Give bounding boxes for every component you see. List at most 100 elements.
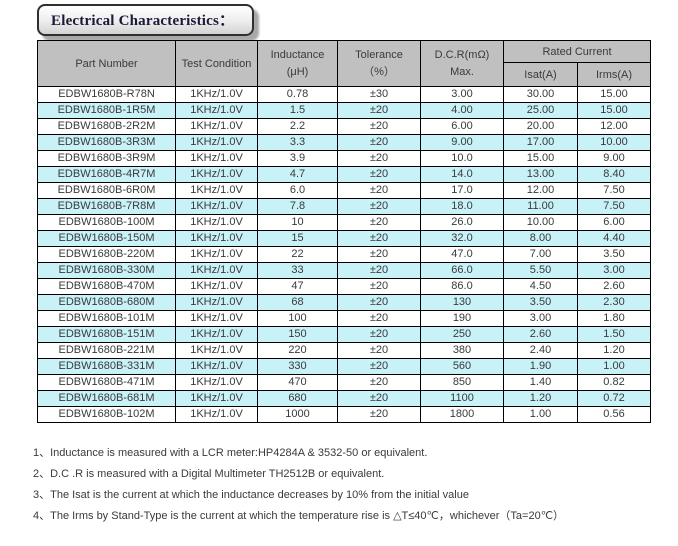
table-cell: 25.00: [503, 102, 578, 119]
table-cell: 2.2: [257, 118, 338, 135]
notes-section: 1、Inductance is measured with a LCR mete…: [33, 443, 673, 527]
table-row: EDBW1680B-1R5M 1KHz/1.0V 1.5 ±20 4.00 25.00 15…: [37, 102, 651, 119]
header-tolerance: Tolerance （%）: [337, 40, 421, 87]
table-cell: 30.00: [503, 86, 578, 103]
table-cell: 5.50: [503, 262, 578, 279]
table-cell: EDBW1680B-6R0M: [37, 182, 176, 199]
table-cell: EDBW1680B-680M: [37, 294, 176, 311]
table-cell: 13.00: [503, 166, 578, 183]
table-cell: 1KHz/1.0V: [175, 166, 258, 183]
table-cell: ±20: [337, 214, 421, 231]
table-cell: 14.0: [420, 166, 504, 183]
table-cell: 1000: [257, 406, 338, 423]
table-cell: 15.00: [577, 102, 651, 119]
table-cell: 1.90: [503, 358, 578, 375]
table-cell: 1KHz/1.0V: [175, 310, 258, 327]
table-cell: ±20: [337, 246, 421, 263]
note-1: 1、Inductance is measured with a LCR mete…: [33, 447, 428, 459]
table-cell: 17.0: [420, 182, 504, 199]
table-cell: 2.60: [503, 326, 578, 343]
table-row: EDBW1680B-680M 1KHz/1.0V 68 ±20 130 3.50 2.30: [37, 294, 651, 311]
table-header: Part Number Test Condition Inductance (μ…: [37, 40, 651, 87]
table-cell: 9.00: [420, 134, 504, 151]
table-cell: 1KHz/1.0V: [175, 278, 258, 295]
table-cell: 1KHz/1.0V: [175, 390, 258, 407]
table-cell: ±20: [337, 406, 421, 423]
table-cell: 1KHz/1.0V: [175, 342, 258, 359]
table-cell: 3.9: [257, 150, 338, 167]
table-cell: ±20: [337, 390, 421, 407]
table-cell: EDBW1680B-102M: [37, 406, 176, 423]
table-cell: EDBW1680B-101M: [37, 310, 176, 327]
table-cell: EDBW1680B-681M: [37, 390, 176, 407]
table-row: EDBW1680B-3R3M 1KHz/1.0V 3.3 ±20 9.00 17.00 10…: [37, 134, 651, 151]
table-cell: ±30: [337, 86, 421, 103]
table-cell: 1.50: [577, 326, 651, 343]
table-row: EDBW1680B-681M 1KHz/1.0V 680 ±20 1100 1.20 0.7…: [37, 390, 651, 407]
note-4: 4、The Irms by Stand-Type is the current …: [33, 510, 565, 522]
table-row: EDBW1680B-331M 1KHz/1.0V 330 ±20 560 1.90 1.00: [37, 358, 651, 375]
table-row: EDBW1680B-471M 1KHz/1.0V 470 ±20 850 1.40 0.82: [37, 374, 651, 391]
table-cell: 0.78: [257, 86, 338, 103]
header-dcr: D.C.R(mΩ) Max.: [420, 40, 504, 87]
table-cell: EDBW1680B-331M: [37, 358, 176, 375]
table-cell: 10.0: [420, 150, 504, 167]
table-cell: 10: [257, 214, 338, 231]
table-cell: 470: [257, 374, 338, 391]
table-row: EDBW1680B-3R9M 1KHz/1.0V 3.9 ±20 10.0 15.00 9.…: [37, 150, 651, 167]
table-cell: EDBW1680B-220M: [37, 246, 176, 263]
table-cell: ±20: [337, 230, 421, 247]
table-cell: 12.00: [503, 182, 578, 199]
table-cell: 86.0: [420, 278, 504, 295]
table-cell: 10.00: [577, 134, 651, 151]
table-cell: ±20: [337, 198, 421, 215]
table-cell: 150: [257, 326, 338, 343]
table-cell: 1KHz/1.0V: [175, 406, 258, 423]
table-cell: 7.50: [577, 198, 651, 215]
table-row: EDBW1680B-101M 1KHz/1.0V 100 ±20 190 3.00 1.80: [37, 310, 651, 327]
table-cell: 47: [257, 278, 338, 295]
note-2: 2、D.C .R is measured with a Digital Mult…: [33, 468, 385, 480]
table-cell: 7.50: [577, 182, 651, 199]
table-cell: 20.00: [503, 118, 578, 135]
table-cell: 190: [420, 310, 504, 327]
table-row: EDBW1680B-100M 1KHz/1.0V 10 ±20 26.0 10.00 6.0…: [37, 214, 651, 231]
table-cell: ±20: [337, 118, 421, 135]
table-cell: ±20: [337, 102, 421, 119]
table-cell: 1KHz/1.0V: [175, 230, 258, 247]
table-cell: 0.56: [577, 406, 651, 423]
table-cell: 0.82: [577, 374, 651, 391]
table-cell: ±20: [337, 374, 421, 391]
table-cell: ±20: [337, 150, 421, 167]
table-cell: 3.50: [503, 294, 578, 311]
table-cell: EDBW1680B-471M: [37, 374, 176, 391]
table-cell: 6.00: [577, 214, 651, 231]
table-cell: EDBW1680B-100M: [37, 214, 176, 231]
table-cell: 1.40: [503, 374, 578, 391]
table-cell: 1.80: [577, 310, 651, 327]
table-cell: 12.00: [577, 118, 651, 135]
table-cell: 2.30: [577, 294, 651, 311]
table-cell: 68: [257, 294, 338, 311]
table-row: EDBW1680B-4R7M 1KHz/1.0V 4.7 ±20 14.0 13.00 8.…: [37, 166, 651, 183]
note-3: 3、The Isat is the current at which the i…: [33, 489, 469, 501]
table-cell: 32.0: [420, 230, 504, 247]
table-cell: 4.00: [420, 102, 504, 119]
table-cell: 1.5: [257, 102, 338, 119]
table-cell: ±20: [337, 182, 421, 199]
table-cell: 0.72: [577, 390, 651, 407]
table-cell: 33: [257, 262, 338, 279]
table-cell: ±20: [337, 262, 421, 279]
table-row: EDBW1680B-7R8M 1KHz/1.0V 7.8 ±20 18.0 11.00 7.…: [37, 198, 651, 215]
table-cell: 250: [420, 326, 504, 343]
table-cell: 4.50: [503, 278, 578, 295]
table-cell: 130: [420, 294, 504, 311]
table-cell: ±20: [337, 134, 421, 151]
header-inductance: Inductance (μH): [257, 40, 338, 87]
table-cell: 11.00: [503, 198, 578, 215]
table-cell: 1KHz/1.0V: [175, 102, 258, 119]
table-row: EDBW1680B-220M 1KHz/1.0V 22 ±20 47.0 7.00 3.50: [37, 246, 651, 263]
table-row: EDBW1680B-221M 1KHz/1.0V 220 ±20 380 2.40 1.20: [37, 342, 651, 359]
table-cell: 8.00: [503, 230, 578, 247]
header-part-number: Part Number: [37, 40, 176, 87]
